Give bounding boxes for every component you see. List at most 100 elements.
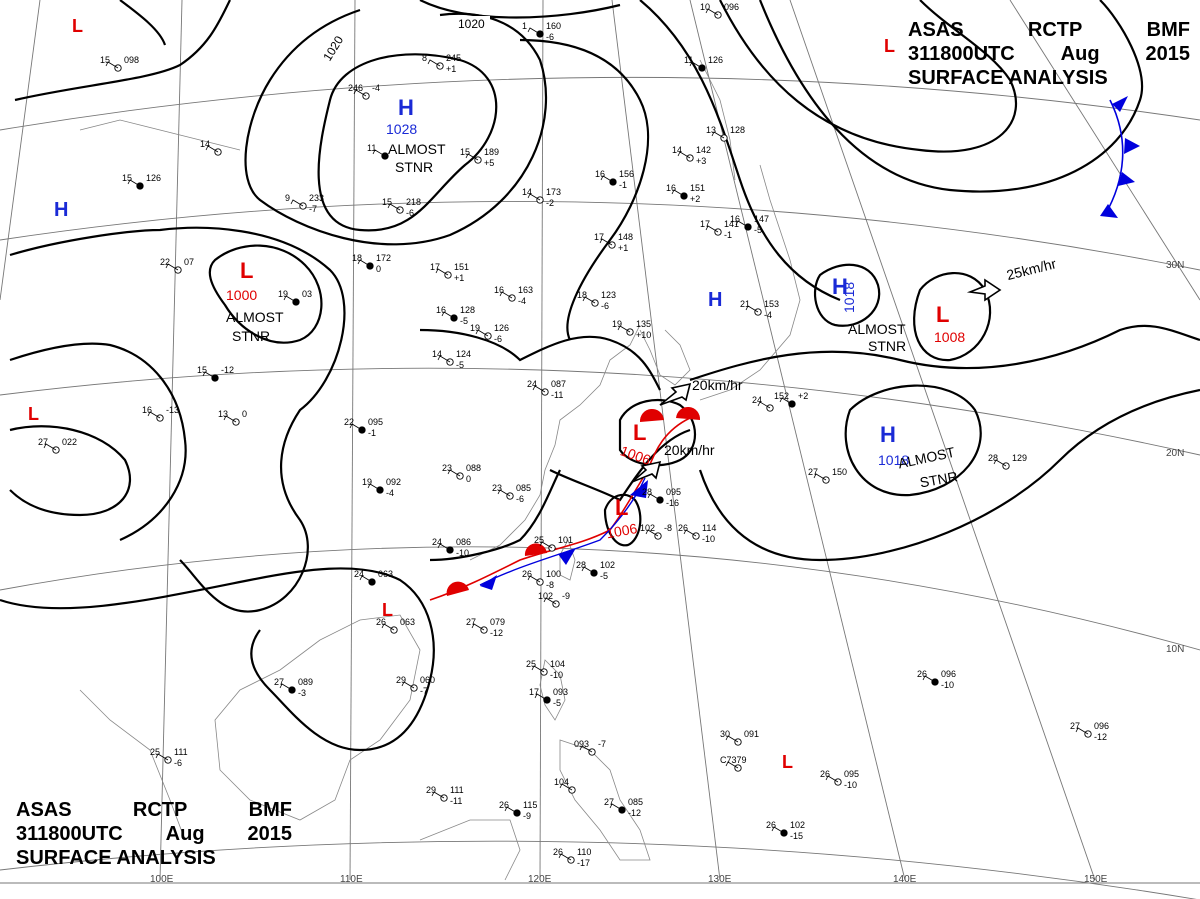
header-top-right: ASAS RCTP BMF 311800UTC Aug 2015 SURFACE… (908, 18, 1190, 90)
wind-barb (813, 473, 827, 481)
low-center-letter-taiwan: L (615, 495, 628, 520)
station-plot: 16 163-4 (494, 285, 533, 306)
station-value: 16 (142, 405, 152, 415)
wind-barb (353, 89, 367, 97)
station-value: 26 (499, 800, 509, 810)
low-center-value-taiwan: 1006 (605, 520, 639, 541)
station-plot: 15 -12 (197, 365, 234, 382)
wind-barb (558, 853, 572, 861)
station-value: 095 (368, 417, 383, 427)
station-value: -5 (754, 225, 762, 235)
station-value: 104 (550, 659, 565, 669)
station-value: 25 (534, 535, 544, 545)
wind-barb (437, 543, 451, 551)
station-value: 16 (494, 285, 504, 295)
station-value: 095 (666, 487, 681, 497)
station-value: +2 (690, 194, 700, 204)
station-value: 13 (706, 125, 716, 135)
wind-barb (447, 469, 461, 477)
station-value: 100 (546, 569, 561, 579)
header-product: ASAS (908, 19, 964, 41)
station-value: 147 (754, 214, 769, 224)
wind-barb (745, 305, 759, 313)
cold-front-east-triangle-2 (1124, 138, 1140, 154)
lon-label-100e: 100E (150, 874, 174, 885)
wind-barb (155, 753, 169, 761)
station-value: +5 (484, 158, 494, 168)
meridian-140e (689, 0, 906, 881)
wind-barb (381, 623, 395, 631)
station-value: 13 (218, 409, 228, 419)
station-plot: 10 096 (700, 2, 739, 19)
station-plot: 16 -13 (142, 405, 179, 422)
station-value: 9 (285, 193, 290, 203)
station-value: 148 (618, 232, 633, 242)
station-value: 29 (396, 675, 406, 685)
motion-arrow-taiwan (631, 460, 662, 483)
meridian-110e (349, 0, 356, 881)
station-value: 096 (1094, 721, 1109, 731)
station-plot: 21 153-4 (740, 299, 779, 320)
low-center-letter-northeast: L (884, 36, 895, 56)
station-plot: 27 079-12 (466, 617, 505, 638)
lat-label-30n: 30N (1166, 260, 1184, 271)
station-value: 27 (38, 437, 48, 447)
station-value: 126 (494, 323, 509, 333)
wind-barb (441, 311, 455, 319)
low-center-letter-northwest: L (72, 16, 83, 36)
station-plot: 19 03 (278, 289, 312, 306)
footer-month: Aug (165, 823, 205, 845)
wind-barb (475, 329, 489, 337)
station-value: 102 (640, 523, 655, 533)
station-value: 085 (516, 483, 531, 493)
warm-front-semicircle-1 (446, 581, 469, 596)
station-plot: 17 151+1 (430, 262, 469, 283)
wind-barb (357, 259, 371, 267)
station-value: 26 (553, 847, 563, 857)
station-value: 27 (274, 677, 284, 687)
cold-front-east-triangle-4 (1100, 204, 1118, 218)
station-value: 110 (577, 847, 591, 857)
station-value: 095 (844, 769, 859, 779)
station-value: -12 (628, 808, 641, 818)
meridian-90e (0, 0, 41, 301)
station-plot: 26 100-8 (522, 569, 561, 590)
station-plot: 16 147-5 (730, 214, 769, 235)
station-value: 172 (376, 253, 391, 263)
wind-barb (757, 401, 771, 409)
header-year: 2015 (1145, 43, 1190, 65)
station-value: 14 (200, 139, 210, 149)
parallel-20n (0, 367, 1200, 456)
wind-barb (617, 325, 631, 333)
station-plot: 15 098 (100, 55, 139, 72)
station-value: 245 (446, 53, 461, 63)
front-line-blue (479, 477, 646, 586)
wind-barb (645, 529, 659, 537)
footer-year: 2015 (247, 823, 292, 845)
station-plot: 24 087-11 (527, 379, 566, 400)
station-value: 24 (354, 569, 364, 579)
high-center-letter-japan-sea: H (708, 289, 722, 311)
station-value: 126 (708, 55, 723, 65)
low-center-letter-south-china: L (382, 600, 393, 620)
station-value: 124 (456, 349, 471, 359)
high-center-note-1-east: ALMOST (848, 321, 906, 337)
station-value: 28 (988, 453, 998, 463)
isobar-north-arc (419, 0, 621, 19)
station-plot: 102 -9 (538, 591, 570, 608)
motion-speed-korea: 20km/hr (692, 377, 743, 393)
station-value: 18 (577, 290, 587, 300)
station-plot: 246 -4 (348, 83, 380, 100)
isobar-southwest-long (0, 567, 435, 752)
footer-product: ASAS (16, 799, 72, 821)
wind-barb (349, 423, 363, 431)
wind-barb (372, 149, 386, 157)
station-value: -6 (601, 301, 609, 311)
isobar-west-inner (9, 342, 187, 542)
station-plot: 25 104-10 (526, 659, 565, 680)
station-value: 115 (523, 800, 537, 810)
station-value: 26 (820, 769, 830, 779)
station-value: 17 (700, 219, 710, 229)
station-value: -6 (516, 494, 524, 504)
